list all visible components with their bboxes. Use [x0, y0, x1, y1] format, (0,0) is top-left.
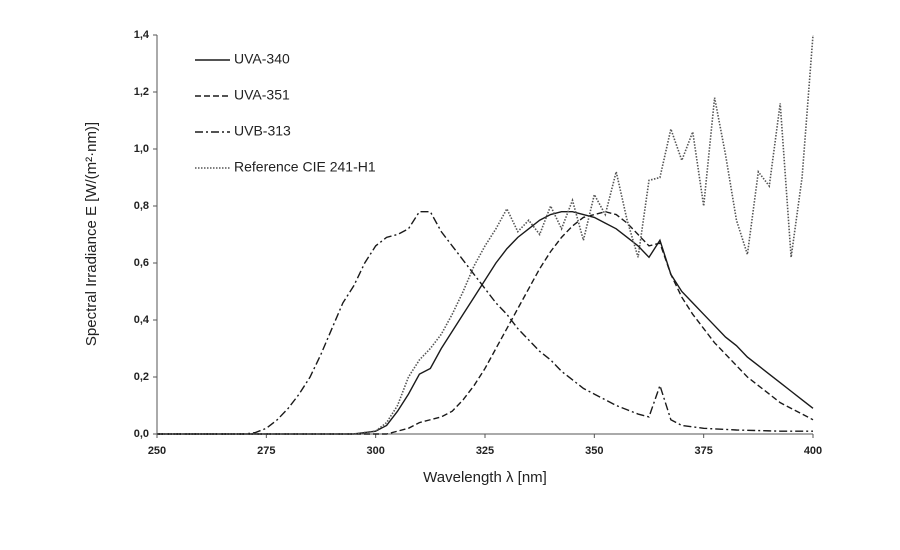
series-line: [157, 211, 814, 435]
y-tick-label: 0,0: [134, 428, 149, 440]
y-tick-label: 0,6: [134, 257, 149, 269]
legend-label: UVB-313: [234, 123, 291, 139]
series-line: [157, 34, 814, 435]
x-tick-label: 275: [257, 445, 275, 457]
x-tick-label: 400: [804, 445, 822, 457]
y-tick-label: 0,4: [134, 314, 150, 326]
x-tick-label: 350: [585, 445, 603, 457]
legend-label: UVA-340: [234, 51, 290, 67]
y-tick-label: 1,4: [134, 29, 150, 41]
y-tick-label: 0,8: [134, 200, 149, 212]
x-tick-label: 325: [476, 445, 494, 457]
legend-label: Reference CIE 241-H1: [234, 159, 376, 175]
legend-label: UVA-351: [234, 87, 290, 103]
series-line: [157, 210, 814, 435]
x-tick-label: 300: [366, 445, 384, 457]
y-tick-label: 1,0: [134, 143, 149, 155]
series-line: [157, 211, 813, 435]
x-tick-label: 375: [694, 445, 712, 457]
y-axis-label: Spectral Irradiance E [W/(m²·nm)]: [83, 122, 100, 346]
y-tick-label: 0,2: [134, 371, 149, 383]
y-tick-label: 1,2: [134, 86, 149, 98]
x-tick-label: 250: [148, 445, 166, 457]
x-axis-label: Wavelength λ [nm]: [423, 469, 547, 486]
